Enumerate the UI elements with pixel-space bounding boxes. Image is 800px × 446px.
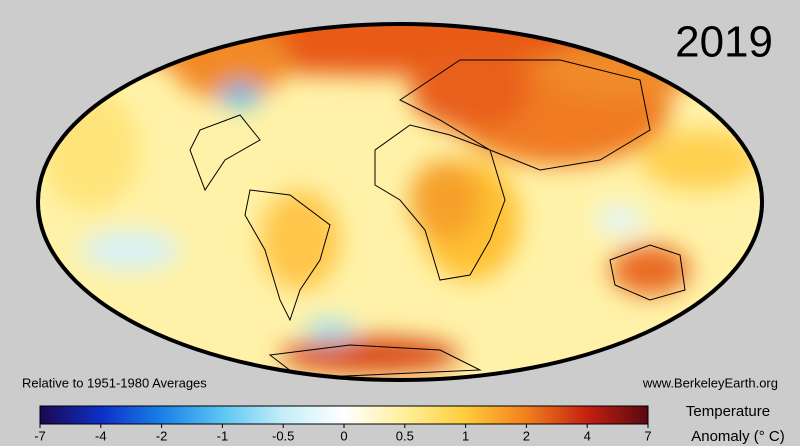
colorbar-label: Anomaly (° C)	[691, 428, 785, 445]
colorbar-tick-label: 4	[584, 428, 591, 443]
colorbar-label: Temperature	[686, 403, 770, 420]
globe-outline	[36, 22, 764, 382]
colorbar-tick-label: -1	[217, 428, 229, 443]
colorbar-tick-label: -2	[156, 428, 168, 443]
colorbar-tick-label: -4	[95, 428, 107, 443]
colorbar-tick-label: 0	[340, 428, 347, 443]
anomaly-field	[38, 24, 762, 380]
colorbar-tick-label: 7	[644, 428, 651, 443]
colorbar-tick-label: 0.5	[396, 428, 414, 443]
colorbar	[39, 405, 649, 425]
colorbar-tick-label: 1	[462, 428, 469, 443]
footnote-right: www.BerkeleyEarth.org	[642, 375, 778, 390]
title: 2019	[675, 18, 773, 67]
colorbar-tick-label: -7	[34, 428, 46, 443]
colorbar-tick-label: 2	[523, 428, 530, 443]
footnote-left: Relative to 1951-1980 Averages	[22, 375, 207, 390]
colorbar-tick-label: -0.5	[272, 428, 294, 443]
